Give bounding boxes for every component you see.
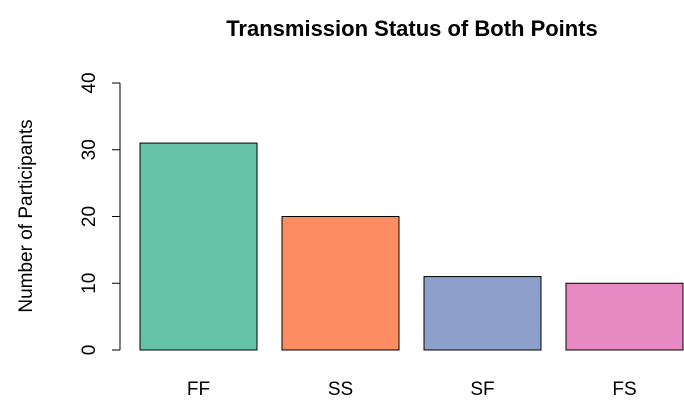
y-tick-label: 10: [79, 273, 100, 294]
x-tick-label: SF: [470, 379, 494, 400]
x-tick-label: FS: [612, 379, 636, 400]
y-axis-label: Number of Participants: [16, 119, 37, 312]
y-tick-label: 0: [79, 345, 100, 356]
bar: [565, 282, 684, 351]
y-tick-label: 20: [79, 206, 100, 227]
y-tick-label: 30: [79, 139, 100, 160]
x-tick-label: SS: [328, 379, 353, 400]
chart-title: Transmission Status of Both Points: [226, 16, 598, 41]
bar: [281, 216, 400, 351]
bar: [423, 276, 542, 351]
x-tick-label: FF: [187, 379, 210, 400]
bar: [139, 142, 258, 351]
y-tick-label: 40: [79, 72, 100, 93]
